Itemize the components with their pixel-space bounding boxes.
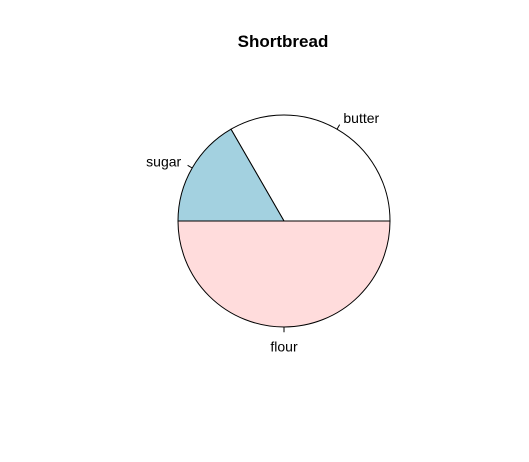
pie-slice-flour — [177, 220, 391, 328]
pie-label-butter: butter — [343, 110, 379, 126]
pie-tick-butter — [336, 124, 341, 130]
pie-labels: butter sugar flour — [146, 110, 379, 355]
chart-title: Shortbread — [238, 32, 329, 51]
pie-slices — [177, 114, 391, 328]
pie-label-sugar: sugar — [146, 154, 181, 170]
pie-label-flour: flour — [270, 339, 298, 355]
pie-tick-sugar — [187, 164, 193, 169]
pie-slice-sugar — [177, 128, 285, 222]
